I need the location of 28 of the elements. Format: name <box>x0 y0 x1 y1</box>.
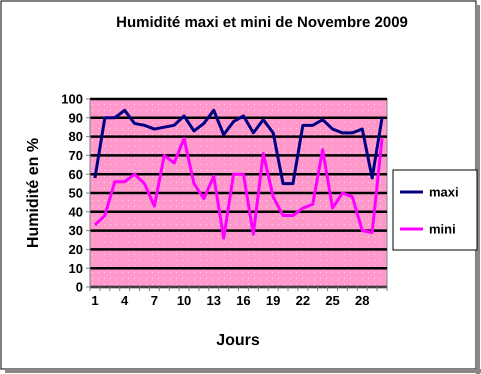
x-tick-label: 4 <box>121 293 130 308</box>
y-axis-title: Humidité en % <box>25 138 42 248</box>
legend-label: maxi <box>429 184 459 200</box>
line-series <box>93 108 384 186</box>
chart-title: Humidité maxi et mini de Novembre 2009 <box>116 14 408 31</box>
y-tick-label: 50 <box>68 186 83 201</box>
x-tick-label: 13 <box>206 293 221 308</box>
y-tick-label: 0 <box>76 280 83 295</box>
x-tick-label: 1 <box>91 293 99 308</box>
line-series <box>93 136 384 240</box>
x-tick-label: 16 <box>236 293 251 308</box>
y-tick-label: 60 <box>68 166 83 182</box>
y-tick-label: 90 <box>68 110 83 126</box>
y-tick-label: 30 <box>68 223 83 238</box>
y-tick-label: 100 <box>61 92 83 107</box>
legend-label: mini <box>429 222 456 237</box>
x-tick-label: 28 <box>355 293 370 308</box>
y-tick-label: 70 <box>68 148 83 163</box>
x-tick-label: 19 <box>266 293 280 308</box>
y-tick-label: 10 <box>68 260 83 276</box>
x-axis-title: Jours <box>216 332 260 349</box>
x-tick-label: 22 <box>296 293 310 308</box>
y-tick-label: 20 <box>68 242 83 257</box>
x-tick-label: 7 <box>150 293 158 308</box>
y-tick-label: 80 <box>68 129 83 144</box>
y-tick-label: 40 <box>68 204 83 220</box>
x-tick-label: 25 <box>325 293 340 308</box>
x-tick-label: 10 <box>176 293 192 308</box>
